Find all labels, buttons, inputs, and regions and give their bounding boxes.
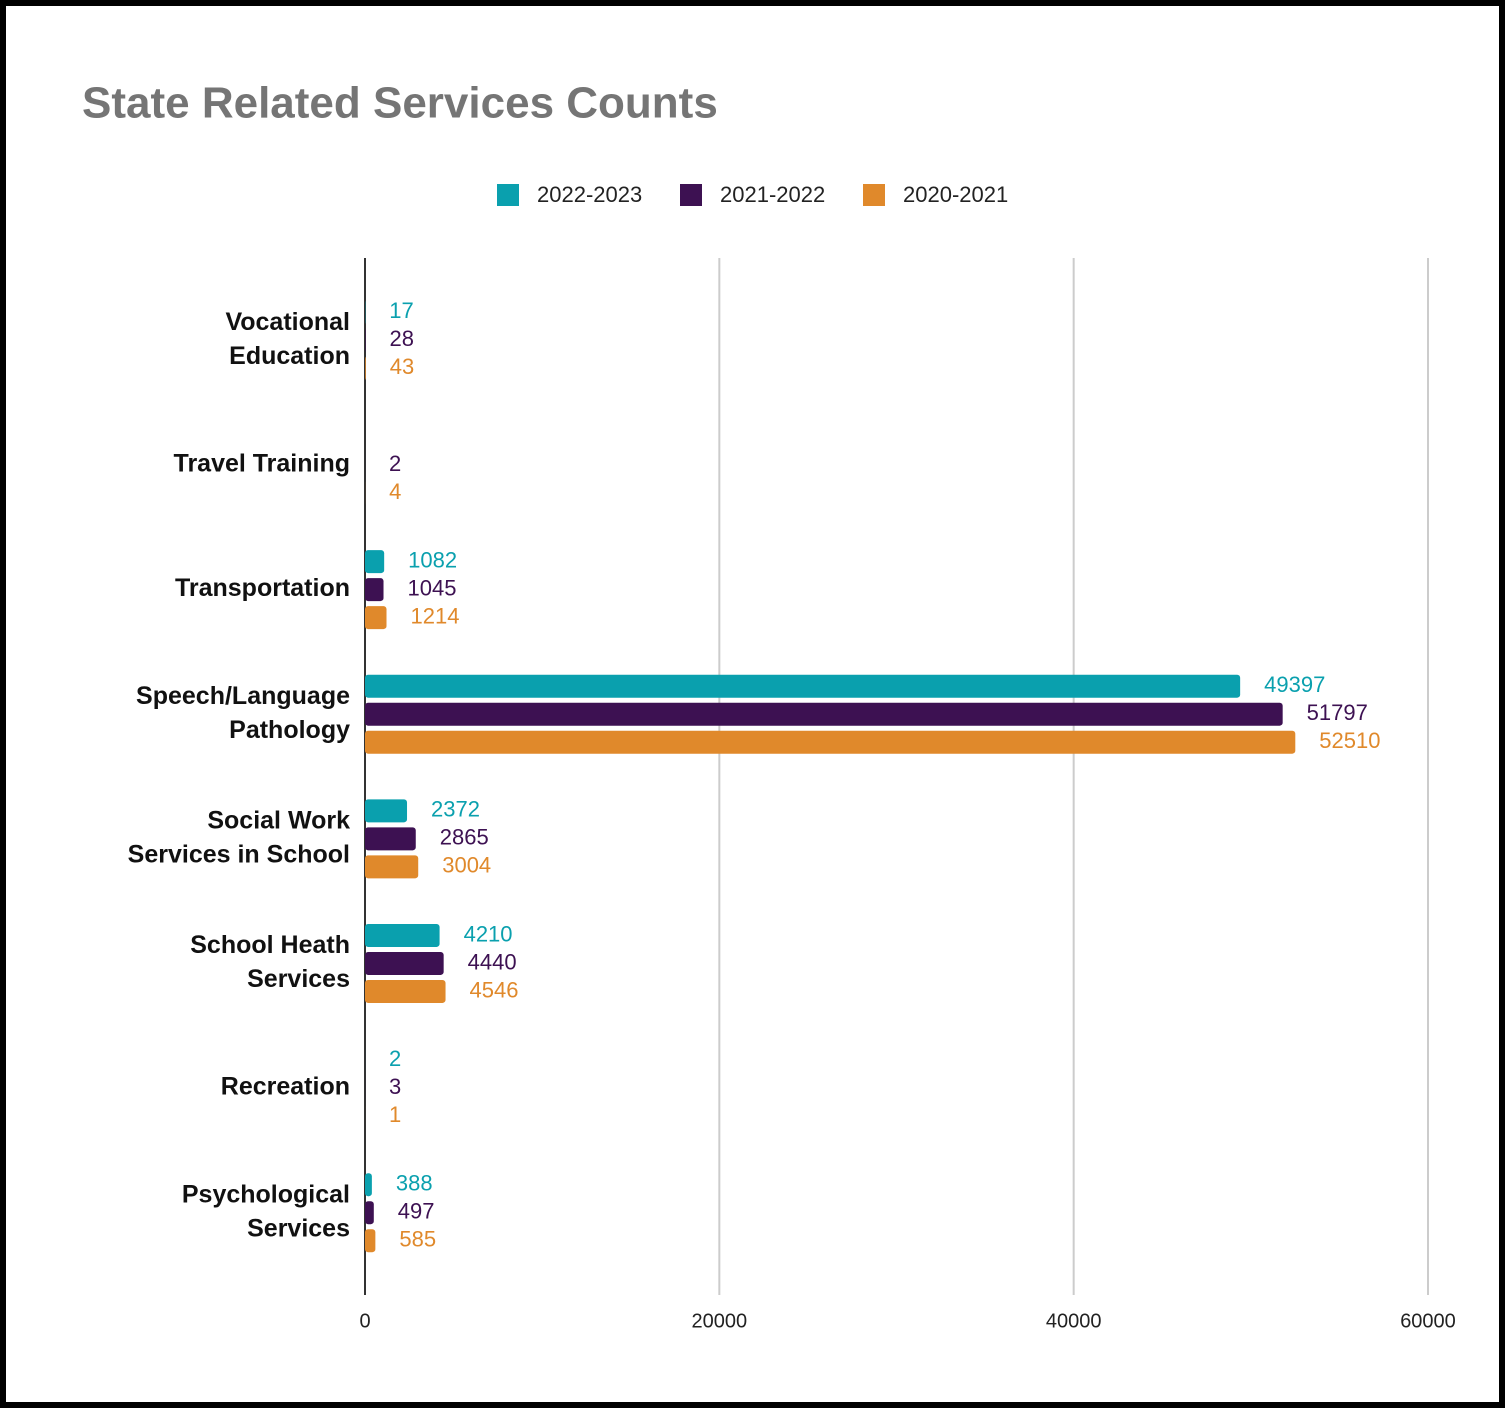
value-label: 4210: [464, 921, 513, 946]
legend-label: 2021-2022: [720, 182, 825, 207]
value-label: 4440: [468, 949, 517, 974]
value-label: 2865: [440, 825, 489, 850]
category-label: Vocational: [225, 308, 350, 336]
legend-label: 2020-2021: [903, 182, 1008, 207]
value-label: 1045: [408, 575, 457, 600]
bar: [365, 550, 384, 573]
bar: [365, 855, 418, 878]
legend-swatch: [863, 184, 885, 206]
value-label: 3004: [442, 853, 491, 878]
value-label: 585: [399, 1227, 436, 1252]
x-tick-label: 40000: [1046, 1310, 1102, 1332]
legend-label: 2022-2023: [537, 182, 642, 207]
bar: [365, 827, 416, 850]
value-label: 1214: [411, 603, 460, 628]
category-label: Recreation: [221, 1073, 350, 1101]
bar: [365, 980, 446, 1003]
legend-swatch: [680, 184, 702, 206]
bar: [365, 924, 440, 947]
category-label: Travel Training: [174, 450, 350, 478]
value-label: 49397: [1264, 672, 1325, 697]
value-label: 2: [389, 1046, 401, 1071]
bar: [365, 952, 444, 975]
category-label: Education: [229, 342, 350, 370]
chart-title: State Related Services Counts: [82, 79, 718, 128]
bar: [365, 731, 1295, 754]
category-label: Services: [247, 965, 350, 993]
value-label: 52510: [1319, 728, 1380, 753]
category-label: Services in School: [128, 840, 350, 868]
x-tick-label: 20000: [692, 1310, 748, 1332]
bar: [365, 675, 1240, 698]
bar: [365, 799, 407, 822]
value-label: 1082: [408, 547, 457, 572]
category-label: Transportation: [175, 574, 350, 602]
value-label: 4: [389, 479, 401, 504]
bar: [365, 703, 1283, 726]
category-label: School Heath: [190, 931, 350, 959]
bar: [365, 606, 387, 629]
value-label: 43: [390, 354, 414, 379]
category-label: Psychological: [182, 1180, 350, 1208]
category-label: Speech/Language: [136, 682, 350, 710]
value-label: 1: [389, 1102, 401, 1127]
value-label: 2: [389, 451, 401, 476]
bar: [365, 1173, 372, 1196]
x-tick-label: 60000: [1400, 1310, 1456, 1332]
bar: [365, 578, 384, 601]
value-label: 497: [398, 1199, 435, 1224]
x-tick-label: 0: [359, 1310, 370, 1332]
value-label: 17: [389, 298, 413, 323]
category-label: Pathology: [229, 716, 350, 744]
value-label: 28: [389, 326, 413, 351]
bar: [365, 357, 366, 380]
value-label: 4546: [470, 977, 519, 1002]
bar: [365, 1201, 374, 1224]
category-label: Services: [247, 1214, 350, 1242]
category-label: Social Work: [207, 806, 350, 834]
value-label: 388: [396, 1171, 433, 1196]
value-label: 51797: [1307, 700, 1368, 725]
value-label: 2372: [431, 797, 480, 822]
value-label: 3: [389, 1074, 401, 1099]
legend-swatch: [497, 184, 519, 206]
bar: [365, 1229, 375, 1252]
